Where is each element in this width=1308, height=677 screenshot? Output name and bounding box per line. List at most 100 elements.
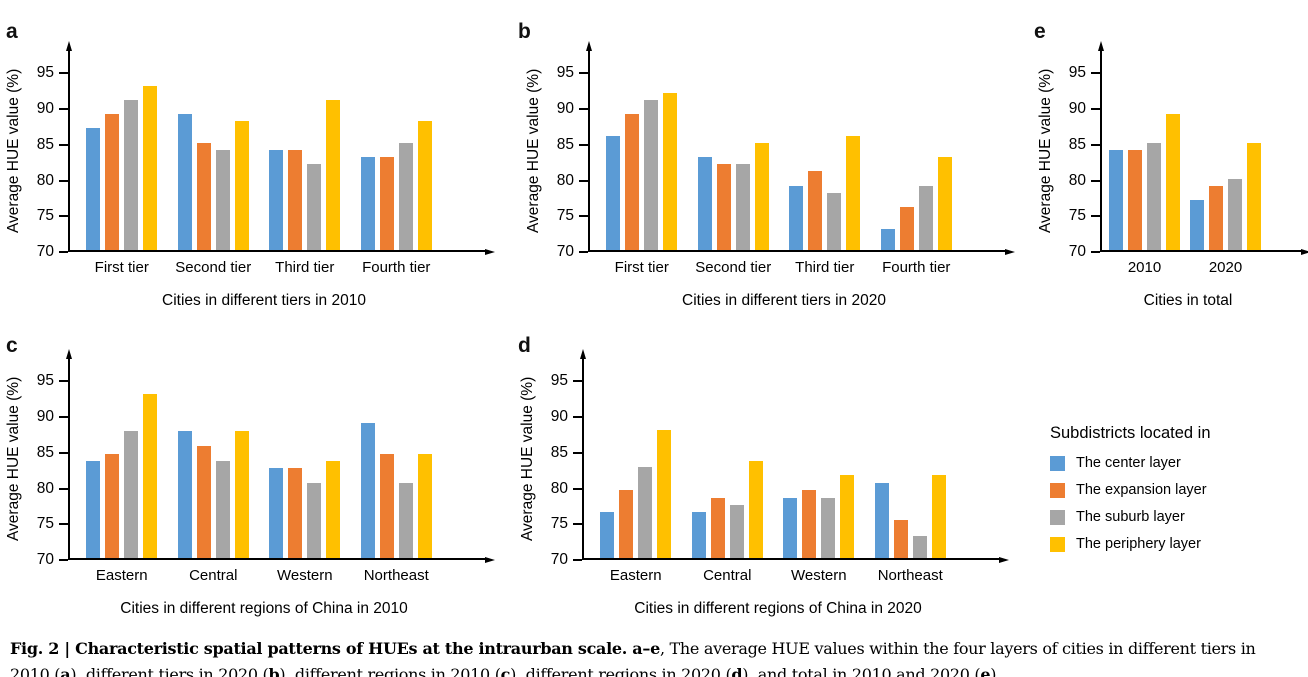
y-tick-mark — [1091, 215, 1100, 218]
bar-the-center-layer — [880, 228, 895, 250]
y-tick-mark — [1091, 251, 1100, 253]
y-tick-mark — [1091, 72, 1100, 75]
bar-group: First tier — [606, 92, 678, 276]
bar-the-periphery-layer — [1247, 142, 1261, 250]
legend-item: The center layer — [1050, 455, 1211, 471]
caption-segment: ), and total in 2010 and 2020 ( — [742, 665, 981, 677]
y-tick-label: 95 — [36, 64, 54, 82]
caption-segment: ), different regions in 2020 ( — [510, 665, 732, 677]
y-axis-line — [1100, 50, 1102, 252]
bar-the-expansion-layer — [379, 453, 394, 558]
legend-item: The periphery layer — [1050, 536, 1211, 552]
panel-letter-a: a — [6, 20, 18, 43]
y-tick-label: 90 — [1068, 100, 1086, 117]
caption-segment: ). — [990, 665, 1001, 677]
y-tick-mark — [59, 487, 68, 490]
y-tick-mark — [573, 559, 582, 561]
bar-chart-regions-2020: Average HUE value (%) 70 75 80 85 90 95 Easter… — [519, 349, 1009, 584]
y-axis-line — [588, 50, 590, 252]
y-tick-mark — [59, 523, 68, 526]
y-axis-arrow-icon — [585, 41, 592, 51]
y-tick-mark — [59, 559, 68, 561]
bar-group: First tier — [86, 85, 158, 276]
bar-the-suburb-layer — [215, 149, 230, 250]
bar-the-periphery-layer — [1166, 114, 1180, 250]
caption-segment: , The average HUE values within the four… — [10, 639, 1256, 677]
bar-group: 2020 — [1190, 142, 1261, 276]
bar-the-center-layer — [269, 467, 284, 558]
category-label: Northeast — [877, 567, 943, 584]
y-tick-label: 80 — [36, 479, 54, 497]
x-axis-title: Cities in different regions of China in … — [634, 600, 922, 617]
y-axis-arrow-icon — [1097, 41, 1104, 51]
y-tick-label: 80 — [556, 171, 574, 189]
bar-the-periphery-layer — [326, 460, 341, 558]
bar-the-expansion-layer — [288, 149, 303, 250]
panel-e: e Average HUE value (%) 70 75 80 85 90 95 2010… — [1032, 6, 1308, 330]
y-tick-mark — [579, 179, 588, 182]
bar-the-periphery-layer — [657, 430, 672, 558]
legend-title: Subdistricts located in — [1050, 424, 1211, 442]
category-label: Third tier — [795, 259, 855, 276]
bar-the-periphery-layer — [937, 157, 952, 250]
bar-the-periphery-layer — [143, 393, 158, 558]
panel-c: c Average HUE value (%) 70 75 80 85 90 95 East… — [4, 334, 504, 624]
legend-swatch-icon — [1050, 455, 1065, 471]
y-tick-mark — [579, 72, 588, 75]
bar-group: Western — [269, 460, 341, 584]
bar-group: Fourth tier — [880, 157, 952, 276]
panel-letter-b: b — [518, 20, 531, 43]
legend-items: The center layer The expansion layer The s… — [1050, 455, 1211, 552]
y-axis-arrow-icon — [65, 349, 72, 359]
bar-groups: 2010 2020 — [1104, 50, 1266, 276]
bar-the-expansion-layer — [196, 445, 211, 558]
bar-the-center-layer — [697, 157, 712, 250]
bar-the-suburb-layer — [735, 164, 750, 250]
bar-chart-tiers-2010: Average HUE value (%) 70 75 80 85 90 95 First … — [5, 41, 495, 276]
y-tick-label: 95 — [550, 372, 568, 390]
bar-the-expansion-layer — [379, 157, 394, 250]
bar-the-expansion-layer — [1209, 185, 1223, 250]
bar-the-suburb-layer — [398, 482, 413, 558]
bar-the-periphery-layer — [748, 460, 763, 558]
panel-a: a Average HUE value (%) 70 75 80 85 90 95 Firs… — [4, 6, 504, 330]
bar-the-center-layer — [86, 128, 101, 250]
caption-segment: b — [268, 665, 280, 677]
y-tick-label: 75 — [1068, 207, 1086, 225]
bar-group: Central — [691, 460, 763, 584]
bar-the-periphery-layer — [234, 121, 249, 250]
bar-the-suburb-layer — [307, 482, 322, 558]
bar-chart-tiers-2020: Average HUE value (%) 70 75 80 85 90 95 First … — [525, 41, 1015, 276]
y-tick-label: 95 — [36, 372, 54, 390]
legend-swatch-icon — [1050, 482, 1065, 498]
bar-the-center-layer — [269, 149, 284, 250]
x-axis-line — [588, 250, 1006, 252]
bar-group: Eastern — [86, 393, 158, 584]
bar-the-center-layer — [177, 430, 192, 558]
y-axis-line — [68, 358, 70, 560]
bar-the-expansion-layer — [196, 142, 211, 250]
bar-the-suburb-layer — [729, 505, 744, 558]
caption-segment: a — [60, 665, 71, 677]
y-tick-mark — [59, 416, 68, 418]
bar-the-suburb-layer — [912, 535, 927, 558]
legend-item-label: The expansion layer — [1076, 482, 1207, 498]
legend-item-label: The center layer — [1076, 455, 1181, 471]
bar-group: Eastern — [600, 430, 672, 584]
bar-the-suburb-layer — [398, 142, 413, 250]
y-tick-label: 75 — [36, 515, 54, 533]
panel-letter-c: c — [6, 334, 18, 357]
bar-the-periphery-layer — [840, 475, 855, 558]
bar-the-center-layer — [177, 114, 192, 250]
bar-group: Third tier — [789, 135, 861, 276]
bar-groups: Eastern Central Western Northeast — [76, 358, 442, 584]
category-label: Central — [189, 567, 238, 584]
category-label: First tier — [614, 259, 669, 276]
bar-the-suburb-layer — [918, 185, 933, 250]
bar-the-center-layer — [783, 497, 798, 558]
bar-the-suburb-layer — [827, 192, 842, 250]
legend-item-label: The periphery layer — [1076, 536, 1201, 552]
y-tick-label: 75 — [556, 207, 574, 225]
bar-the-periphery-layer — [931, 475, 946, 558]
